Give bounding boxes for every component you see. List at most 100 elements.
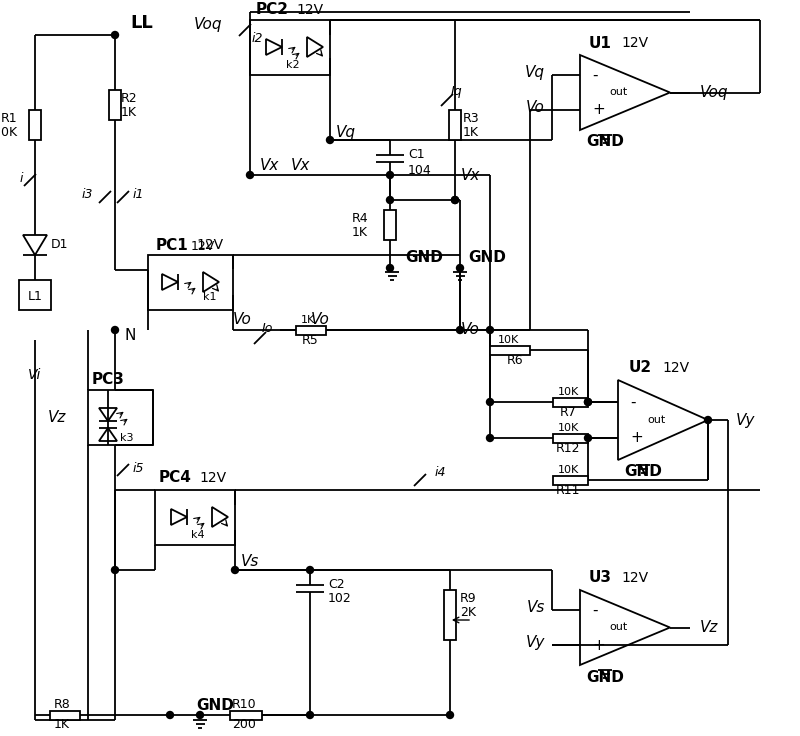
Bar (109, 90, 121, 120)
Bar (155, 490, 235, 545)
Circle shape (111, 327, 118, 333)
Text: out: out (609, 622, 627, 632)
Circle shape (111, 32, 118, 38)
Circle shape (246, 171, 254, 179)
Circle shape (306, 712, 314, 718)
Text: Vz: Vz (700, 620, 718, 635)
Text: 12V: 12V (191, 241, 215, 253)
Text: LL: LL (130, 14, 153, 32)
Text: R10: R10 (232, 698, 256, 712)
Text: U2: U2 (629, 361, 651, 375)
Text: R2: R2 (121, 91, 138, 105)
Circle shape (457, 264, 463, 272)
Text: +: + (630, 431, 642, 445)
Text: GND: GND (586, 135, 624, 149)
Text: R1: R1 (0, 111, 17, 124)
Circle shape (457, 327, 463, 333)
Bar (250, 20, 330, 75)
Text: 12V: 12V (197, 238, 223, 252)
Bar (449, 110, 461, 140)
Text: out: out (609, 87, 627, 97)
Text: R5: R5 (302, 333, 318, 347)
Text: 1K: 1K (301, 315, 315, 325)
Bar (444, 590, 456, 640)
Text: k2: k2 (286, 60, 300, 70)
Text: R11: R11 (556, 484, 580, 497)
Text: GND: GND (624, 464, 662, 479)
Text: Vo: Vo (461, 322, 480, 338)
Text: L1: L1 (27, 289, 42, 302)
Text: -: - (592, 68, 598, 82)
Text: Vo: Vo (310, 313, 330, 328)
Circle shape (486, 398, 494, 406)
Text: out: out (647, 415, 665, 425)
Text: R9: R9 (460, 592, 477, 604)
Text: 104: 104 (408, 163, 432, 177)
Text: Vx: Vx (260, 158, 279, 172)
Text: k1: k1 (203, 292, 217, 302)
Circle shape (386, 171, 394, 179)
Bar (384, 210, 396, 240)
Text: N: N (125, 328, 136, 342)
Text: U3: U3 (589, 570, 611, 586)
Circle shape (585, 398, 591, 406)
Text: i2: i2 (252, 32, 263, 44)
Bar (296, 325, 326, 334)
Text: +: + (592, 102, 605, 118)
Circle shape (451, 197, 458, 203)
Circle shape (386, 197, 394, 203)
Bar (230, 710, 262, 720)
Text: 12V: 12V (297, 3, 323, 17)
Text: 50K: 50K (0, 127, 17, 140)
Text: Vx: Vx (290, 158, 310, 172)
Circle shape (486, 327, 494, 333)
Text: Vs: Vs (526, 601, 545, 615)
Bar (553, 397, 588, 406)
Text: i5: i5 (133, 461, 145, 475)
Text: +: + (592, 637, 605, 653)
Text: 1K: 1K (463, 126, 479, 138)
Text: 12V: 12V (662, 361, 690, 375)
Bar (148, 255, 233, 310)
Text: C2: C2 (328, 578, 345, 590)
Bar (490, 345, 530, 355)
Text: R8: R8 (54, 698, 70, 712)
Text: 1K: 1K (121, 107, 137, 119)
Circle shape (585, 398, 591, 406)
Circle shape (306, 567, 314, 573)
Text: Vq: Vq (525, 66, 545, 80)
Text: 12V: 12V (622, 36, 649, 50)
Text: 10K: 10K (558, 423, 578, 433)
Text: PC2: PC2 (255, 2, 289, 18)
Text: Vz: Vz (48, 411, 66, 425)
Text: Vq: Vq (336, 124, 356, 140)
Circle shape (446, 712, 454, 718)
Text: 12V: 12V (622, 571, 649, 585)
Text: R3: R3 (463, 111, 480, 124)
Text: R6: R6 (506, 353, 523, 367)
Circle shape (326, 136, 334, 144)
Circle shape (585, 434, 591, 442)
Text: Vo: Vo (526, 101, 545, 116)
Text: Iq: Iq (451, 85, 462, 99)
Text: Vy: Vy (526, 635, 545, 651)
Circle shape (386, 264, 394, 272)
Text: k3: k3 (120, 433, 134, 443)
Text: 12V: 12V (199, 471, 226, 485)
Text: i3: i3 (82, 188, 93, 202)
Bar (88, 390, 153, 445)
Text: 1K: 1K (352, 225, 368, 238)
Text: 200: 200 (232, 718, 256, 732)
Bar (553, 434, 588, 442)
Text: PC4: PC4 (158, 470, 191, 486)
Bar (50, 710, 80, 720)
Text: Vy: Vy (736, 412, 755, 428)
Text: k4: k4 (191, 530, 205, 540)
Text: GND: GND (468, 250, 506, 266)
Text: U1: U1 (589, 35, 611, 51)
Text: Vs: Vs (241, 554, 259, 570)
Text: Voq: Voq (194, 16, 222, 32)
Text: D1: D1 (51, 238, 69, 250)
Text: -: - (630, 394, 635, 409)
Circle shape (705, 417, 711, 423)
